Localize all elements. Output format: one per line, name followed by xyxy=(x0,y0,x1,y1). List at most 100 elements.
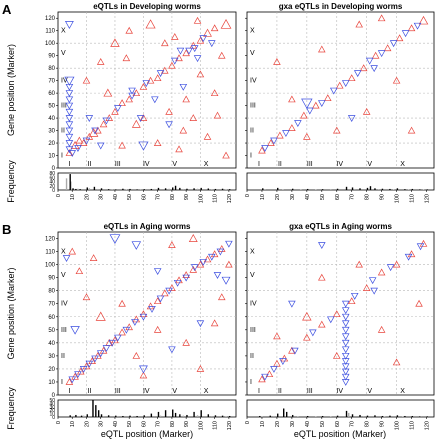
point-triangle-up xyxy=(288,346,296,354)
point-triangle-down xyxy=(353,70,362,78)
point-triangle-down xyxy=(404,253,413,261)
point-triangle-down xyxy=(114,334,122,342)
point-triangle-up xyxy=(355,20,363,28)
point-triangle-down xyxy=(221,276,231,285)
frequency-frame xyxy=(246,172,435,191)
point-triangle-up xyxy=(217,245,226,252)
point-triangle-up xyxy=(362,107,371,115)
chromosome-label-x: I xyxy=(68,161,70,168)
point-triangle-up xyxy=(188,233,198,242)
frequency-tick-label: 60 xyxy=(49,175,55,181)
x-tick-label: 40 xyxy=(113,194,119,200)
point-triangle-down xyxy=(74,371,82,379)
chromosome-label-x: X xyxy=(204,161,209,168)
point-triangle-down xyxy=(65,90,74,98)
point-triangle-up xyxy=(68,247,77,255)
point-triangle-up xyxy=(131,119,141,128)
point-triangle-up xyxy=(303,132,311,140)
point-triangle-down xyxy=(386,264,395,272)
chromosome-label-x: II xyxy=(278,388,282,395)
point-triangle-down xyxy=(114,105,122,113)
point-triangle-down xyxy=(261,373,269,381)
scatter-frame xyxy=(246,231,435,396)
y-tick-label: 100 xyxy=(45,41,56,47)
point-triangle-down xyxy=(68,150,77,157)
point-triangle-up xyxy=(139,114,148,121)
point-triangle-down xyxy=(91,355,99,363)
chromosome-label-x: I xyxy=(258,161,260,168)
chromosome-label-x: II xyxy=(278,161,282,168)
x-tick-label: 110 xyxy=(410,194,416,203)
chromosome-label-x: X xyxy=(400,161,405,168)
point-triangle-up xyxy=(118,328,126,336)
x-tick-label: 40 xyxy=(113,421,119,427)
point-triangle-down xyxy=(176,47,185,55)
point-triangle-down xyxy=(341,320,350,328)
x-tick-label: 80 xyxy=(170,194,176,200)
chromosome-label-y: X xyxy=(250,28,255,35)
point-triangle-up xyxy=(196,260,205,268)
y-tick-label: 70 xyxy=(48,79,55,85)
y-tick-label: 10 xyxy=(48,154,55,160)
x-tick-label: 60 xyxy=(335,194,341,200)
point-triangle-up xyxy=(318,273,326,281)
point-triangle-up xyxy=(94,126,102,134)
point-triangle-up xyxy=(210,24,219,32)
point-triangle-up xyxy=(303,333,311,341)
x-tick-label: 70 xyxy=(350,421,356,427)
chromosome-label-y: V xyxy=(61,50,66,57)
chart-panel-4: gxa eQTLs in Aging wormsIIIIIIIIIIIIIVIV… xyxy=(245,222,435,430)
x-axis-label: eQTL position (Marker) xyxy=(101,429,193,439)
point-triangle-up xyxy=(217,51,226,59)
x-tick-label: 20 xyxy=(84,421,90,427)
y-axis-label: Gene position (Marker) xyxy=(6,44,16,136)
point-triangle-down xyxy=(65,140,74,147)
chromosome-label-y: III xyxy=(61,103,67,110)
point-triangle-down xyxy=(96,350,105,358)
x-tick-label: 80 xyxy=(365,421,371,427)
x-tick-label: 110 xyxy=(213,421,219,430)
point-triangle-down xyxy=(64,76,75,86)
point-triangle-down xyxy=(65,127,74,135)
y-tick-label: 60 xyxy=(48,315,55,321)
y-tick-label: 0 xyxy=(52,393,56,399)
point-triangle-up xyxy=(220,18,232,29)
point-triangle-down xyxy=(199,35,208,43)
point-triangle-up xyxy=(79,139,88,146)
chart-title: gxa eQTLs in Aging worms xyxy=(289,222,392,231)
point-triangle-up xyxy=(168,284,176,291)
chromosome-label-x: IV xyxy=(143,161,150,168)
point-triangle-up xyxy=(125,323,133,331)
point-triangle-down xyxy=(377,50,386,58)
point-triangle-up xyxy=(355,260,363,268)
point-triangle-up xyxy=(82,362,91,370)
point-triangle-down xyxy=(329,87,338,95)
point-triangle-down xyxy=(165,287,173,295)
chromosome-label-x: V xyxy=(367,388,372,395)
point-triangle-up xyxy=(415,299,423,307)
frequency-frame xyxy=(246,399,435,418)
y-tick-label: 90 xyxy=(48,54,55,60)
point-triangle-down xyxy=(91,127,99,135)
y-tick-label: 10 xyxy=(48,380,55,386)
point-triangle-up xyxy=(288,124,296,131)
point-triangle-up xyxy=(383,44,392,52)
x-tick-label: 60 xyxy=(141,194,147,200)
point-triangle-up xyxy=(273,57,281,65)
frequency-tick-label: 50 xyxy=(49,398,55,404)
y-tick-label: 110 xyxy=(45,250,55,256)
point-triangle-down xyxy=(193,55,202,63)
x-tick-label: 30 xyxy=(290,421,296,427)
point-triangle-down xyxy=(139,313,148,321)
point-triangle-down xyxy=(282,130,290,137)
x-tick-label: 10 xyxy=(260,194,266,200)
x-tick-label: 80 xyxy=(170,421,176,427)
point-triangle-down xyxy=(156,70,165,78)
point-triangle-up xyxy=(318,45,326,53)
x-tick-label: 80 xyxy=(365,194,371,200)
point-triangle-down xyxy=(261,145,269,152)
point-triangle-up xyxy=(118,99,126,107)
point-triangle-up xyxy=(395,34,404,42)
point-triangle-up xyxy=(99,346,108,354)
